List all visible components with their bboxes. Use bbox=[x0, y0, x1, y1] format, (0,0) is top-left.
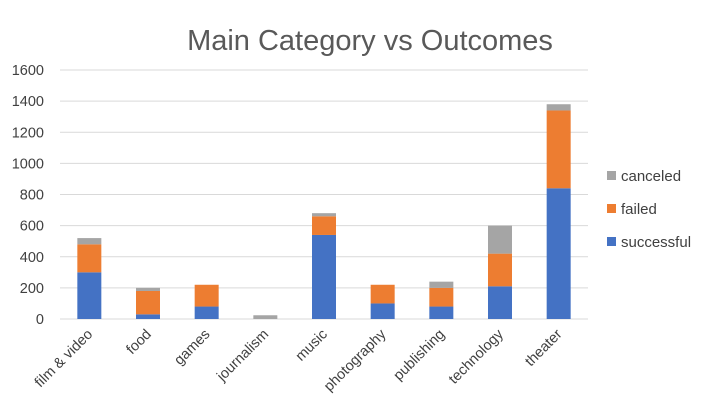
chart-title: Main Category vs Outcomes bbox=[187, 25, 553, 57]
y-tick-label: 1600 bbox=[12, 63, 44, 79]
bar-segment-successful bbox=[429, 306, 454, 319]
bar-segment-canceled bbox=[488, 225, 512, 254]
legend-swatch-successful bbox=[607, 237, 616, 246]
y-axis-ticks: 0 200 400 600 800 1000 1200 1400 1600 bbox=[12, 63, 44, 328]
bar-segment-failed bbox=[312, 216, 336, 235]
bar-segment-canceled bbox=[546, 104, 571, 111]
x-axis-labels: film & video food games journalism musicphot… bbox=[32, 326, 566, 395]
bar-segment-canceled bbox=[136, 287, 160, 291]
bar-segment-successful bbox=[370, 303, 395, 319]
y-tick-label: 0 bbox=[36, 312, 44, 328]
y-tick-label: 1400 bbox=[12, 94, 44, 110]
bar-segment-successful bbox=[312, 234, 336, 319]
x-tick-label: publishing bbox=[391, 327, 448, 384]
bar-segment-canceled bbox=[253, 315, 278, 319]
bar-segment-failed bbox=[370, 284, 395, 304]
y-tick-label: 600 bbox=[20, 219, 44, 235]
bar-segment-failed bbox=[136, 290, 160, 315]
bar-segment-successful bbox=[488, 286, 512, 319]
bar-segment-failed bbox=[194, 284, 219, 307]
x-tick-label: photography bbox=[321, 326, 390, 395]
bar-segment-canceled bbox=[429, 281, 454, 288]
legend-label-successful: successful bbox=[621, 234, 691, 251]
y-tick-label: 200 bbox=[20, 281, 44, 297]
bar-segment-successful bbox=[136, 314, 160, 319]
legend-swatch-failed bbox=[607, 204, 616, 213]
x-tick-label: film & video bbox=[32, 327, 96, 391]
bar-segment-failed bbox=[546, 110, 571, 189]
x-tick-label: games bbox=[171, 327, 213, 369]
legend: canceled failed successful bbox=[607, 168, 691, 251]
bar-segment-failed bbox=[488, 253, 512, 287]
x-tick-label: technology bbox=[446, 326, 507, 387]
y-tick-label: 400 bbox=[20, 250, 44, 266]
bar-segment-successful bbox=[194, 306, 219, 319]
legend-label-failed: failed bbox=[621, 201, 657, 218]
x-tick-label: journalism bbox=[213, 327, 272, 386]
legend-label-canceled: canceled bbox=[621, 168, 681, 185]
bars bbox=[77, 104, 571, 319]
x-tick-label: food bbox=[124, 327, 155, 358]
legend-swatch-canceled bbox=[607, 171, 616, 180]
y-tick-label: 1200 bbox=[12, 125, 44, 141]
bar-segment-failed bbox=[77, 244, 102, 273]
y-tick-label: 800 bbox=[20, 188, 44, 204]
bar-segment-canceled bbox=[77, 238, 102, 245]
x-tick-label: theater bbox=[522, 326, 565, 369]
bar-segment-canceled bbox=[312, 213, 336, 217]
bar-segment-successful bbox=[77, 272, 102, 319]
bar-segment-failed bbox=[429, 287, 454, 307]
x-tick-label: music bbox=[293, 327, 331, 365]
y-tick-label: 1000 bbox=[12, 156, 44, 172]
bar-segment-successful bbox=[546, 188, 571, 319]
